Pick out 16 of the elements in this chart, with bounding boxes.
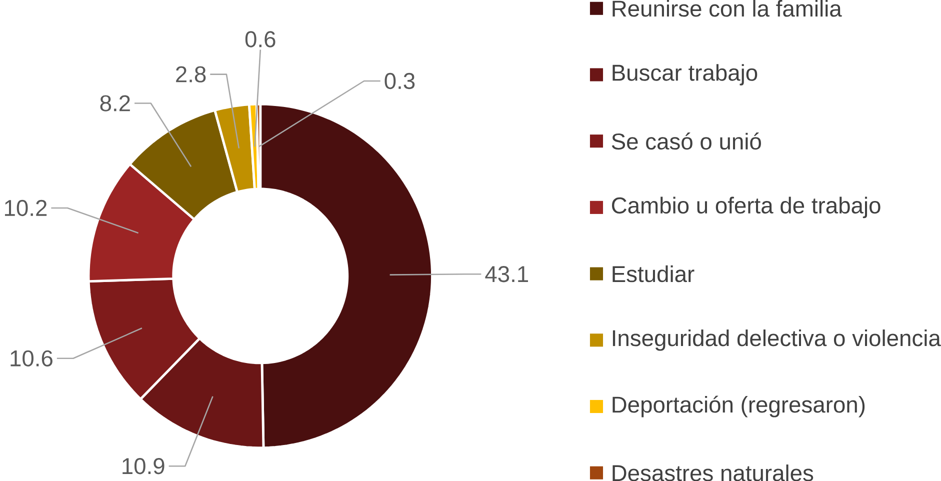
data-label: 8.2 — [100, 95, 130, 112]
legend-label: Inseguridad delectiva o violencia — [612, 329, 941, 351]
data-label: 0.3 — [384, 72, 415, 89]
data-label: 43.1 — [485, 266, 528, 282]
legend-label: Se casó o unió — [612, 132, 761, 150]
legend-label: Deportación (regresaron) — [612, 396, 865, 418]
legend-label: Cambio u oferta de trabajo — [612, 196, 880, 218]
data-label: 10.9 — [122, 458, 164, 474]
data-label: 10.2 — [4, 200, 47, 216]
legend-label: Estudiar — [612, 265, 694, 282]
data-label: 10.6 — [10, 350, 52, 366]
legend-label: Desastres naturales — [612, 464, 814, 481]
data-label: 0.6 — [245, 31, 276, 48]
data-label: 2.8 — [176, 66, 206, 82]
legend-label: Reunirse con la familia — [612, 0, 842, 17]
legend-label: Buscar trabajo — [612, 64, 758, 86]
